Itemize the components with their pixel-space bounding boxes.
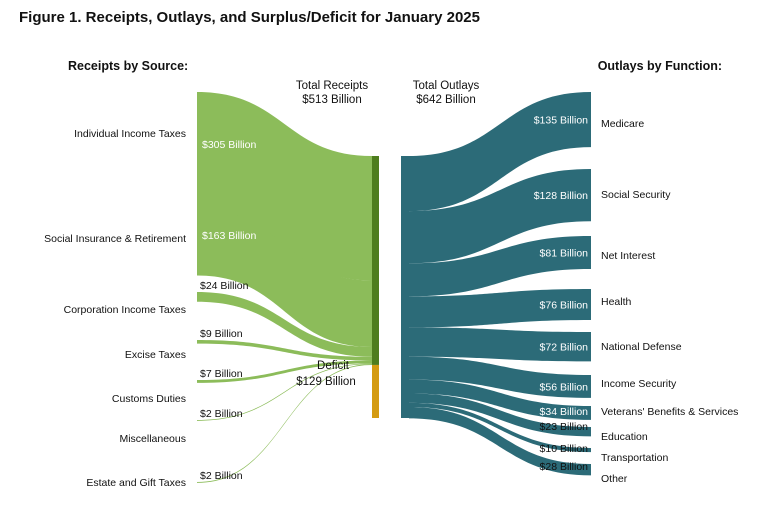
receipt-label-individual-income-taxes: Individual Income Taxes xyxy=(74,128,186,140)
receipt-label-customs-duties: Customs Duties xyxy=(112,393,186,405)
total-receipts-value: $513 Billion xyxy=(302,94,361,106)
outlay-flow-social-security xyxy=(409,169,591,264)
outlay-label-health: Health xyxy=(601,296,632,308)
outlay-value-veterans-benefits-services: $34 Billion xyxy=(540,406,589,418)
deficit-label: Deficit xyxy=(317,360,350,372)
outlay-label-medicare: Medicare xyxy=(601,118,644,130)
deficit-value: $129 Billion xyxy=(296,376,355,388)
total-outlays-value: $642 Billion xyxy=(416,94,475,106)
outlay-label-other: Other xyxy=(601,473,628,485)
deficit-bar xyxy=(372,364,379,418)
outlay-flow-net-interest xyxy=(409,236,591,297)
outlay-value-medicare: $135 Billion xyxy=(534,115,588,127)
receipt-value-customs-duties: $7 Billion xyxy=(200,368,243,380)
receipt-flow-excise-taxes xyxy=(197,340,372,361)
outlay-value-income-security: $56 Billion xyxy=(540,381,589,393)
outlay-label-national-defense: National Defense xyxy=(601,341,682,353)
receipts-bar xyxy=(372,156,379,365)
outlay-label-social-security: Social Security xyxy=(601,189,671,201)
receipt-value-miscellaneous: $2 Billion xyxy=(200,408,243,420)
outlay-flow-transportation xyxy=(409,402,591,453)
outlay-value-education: $23 Billion xyxy=(540,421,589,433)
receipts-heading: Receipts by Source: xyxy=(68,59,188,73)
receipt-value-individual-income-taxes: $305 Billion xyxy=(202,139,256,151)
outlay-label-veterans-benefits-services: Veterans' Benefits & Services xyxy=(601,406,738,418)
receipt-label-miscellaneous: Miscellaneous xyxy=(119,433,186,445)
receipt-label-corporation-income-taxes: Corporation Income Taxes xyxy=(64,304,186,316)
outlay-flow-medicare xyxy=(409,92,591,212)
outlay-value-net-interest: $81 Billion xyxy=(540,248,589,260)
outlays-bar xyxy=(401,156,409,418)
outlay-flow-income-security xyxy=(409,356,591,398)
outlay-flow-other xyxy=(409,406,591,476)
outlay-flow-veterans-benefits-services xyxy=(409,379,591,420)
receipt-value-estate-and-gift-taxes: $2 Billion xyxy=(200,470,243,482)
figure-title: Figure 1. Receipts, Outlays, and Surplus… xyxy=(19,9,480,26)
outlay-value-health: $76 Billion xyxy=(540,300,589,312)
receipt-label-excise-taxes: Excise Taxes xyxy=(125,349,186,361)
outlay-value-social-security: $128 Billion xyxy=(534,190,588,202)
outlay-label-income-security: Income Security xyxy=(601,378,677,390)
receipt-value-excise-taxes: $9 Billion xyxy=(200,328,243,340)
receipt-flow-corporation-income-taxes xyxy=(197,292,372,357)
receipt-flow-miscellaneous xyxy=(197,363,372,421)
outlay-flow-national-defense xyxy=(409,327,591,362)
total-receipts-label: Total Receipts xyxy=(296,80,368,92)
receipt-flow-customs-duties xyxy=(197,360,372,383)
receipt-label-social-insurance-retirement: Social Insurance & Retirement xyxy=(44,233,186,245)
outlay-value-other: $28 Billion xyxy=(540,461,589,473)
receipt-value-social-insurance-retirement: $163 Billion xyxy=(202,230,256,242)
outlay-label-transportation: Transportation xyxy=(601,452,668,464)
receipt-value-corporation-income-taxes: $24 Billion xyxy=(200,280,249,292)
receipt-flow-individual-income-taxes xyxy=(197,92,372,281)
outlay-flow-education xyxy=(409,393,591,437)
outlay-label-net-interest: Net Interest xyxy=(601,250,655,262)
outlay-label-education: Education xyxy=(601,431,648,443)
outlay-value-transportation: $10 Billion xyxy=(540,443,589,455)
receipt-label-estate-and-gift-taxes: Estate and Gift Taxes xyxy=(86,477,186,489)
receipt-flow-estate-and-gift-taxes xyxy=(197,364,372,483)
outlay-flow-health xyxy=(409,289,591,328)
outlays-heading: Outlays by Function: xyxy=(598,59,722,73)
receipt-flow-social-insurance-retirement xyxy=(197,209,372,347)
outlay-value-national-defense: $72 Billion xyxy=(540,342,589,354)
total-outlays-label: Total Outlays xyxy=(413,80,480,92)
